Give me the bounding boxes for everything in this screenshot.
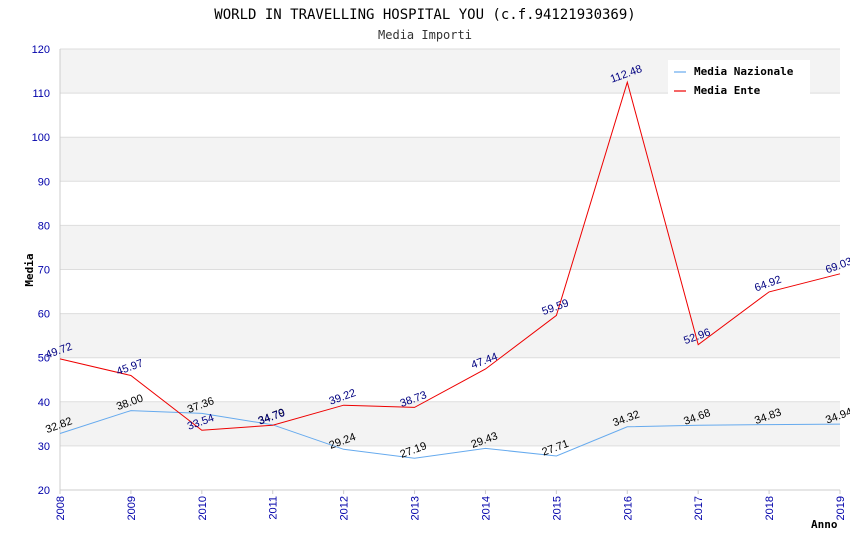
y-tick-label: 110 (32, 88, 50, 100)
x-tick-label: 2008 (55, 496, 67, 520)
x-tick-label: 2015 (551, 496, 563, 520)
legend-label-media-nazionale: Media Nazionale (694, 65, 794, 78)
y-axis-ticks: 20 30 40 50 60 70 80 90 100 110 120 (32, 44, 50, 497)
plot-band (60, 313, 840, 358)
y-tick-label: 100 (32, 132, 50, 144)
y-tick-label: 40 (38, 397, 50, 409)
x-tick-label: 2011 (268, 496, 280, 520)
y-tick-label: 60 (38, 309, 50, 321)
x-tick-label: 2012 (339, 496, 351, 520)
legend-box (668, 60, 810, 98)
chart-title: WORLD IN TRAVELLING HOSPITAL YOU (c.f.94… (214, 7, 635, 23)
y-tick-label: 90 (38, 176, 50, 188)
y-tick-label: 80 (38, 220, 50, 232)
y-tick-label: 120 (32, 44, 50, 56)
data-label: 64.92 (753, 274, 783, 295)
x-tick-label: 2009 (126, 496, 138, 520)
data-label: 49.72 (44, 341, 74, 362)
x-tick-label: 2017 (693, 496, 705, 520)
x-axis-title: Anno (811, 518, 838, 531)
x-tick-label: 2010 (197, 496, 209, 520)
grid-lines (59, 48, 840, 491)
y-tick-label: 30 (38, 441, 50, 453)
plot-band (60, 137, 840, 182)
x-tick-label: 2018 (764, 496, 776, 520)
plot-band (60, 225, 840, 270)
plot-bands (60, 49, 840, 446)
y-tick-label: 20 (38, 485, 50, 497)
y-tick-label: 70 (38, 265, 50, 277)
y-axis-title: Media (23, 253, 36, 286)
legend: Media Nazionale Media Ente (668, 60, 810, 98)
x-tick-label: 2014 (480, 496, 492, 520)
legend-label-media-ente: Media Ente (694, 84, 761, 97)
series-line-media-nazionale (59, 410, 841, 459)
series-line-media-ente (59, 80, 841, 431)
plot-band (60, 401, 840, 446)
chart-subtitle: Media Importi (378, 28, 472, 42)
x-tick-label: 2019 (835, 496, 847, 520)
x-tick-label: 2016 (622, 496, 634, 520)
y-tick-label: 50 (38, 353, 50, 365)
x-axis-ticks: 2008 2009 2010 2011 2012 2013 2014 2015 2016 2017… (55, 490, 847, 520)
x-tick-label: 2013 (410, 496, 422, 520)
